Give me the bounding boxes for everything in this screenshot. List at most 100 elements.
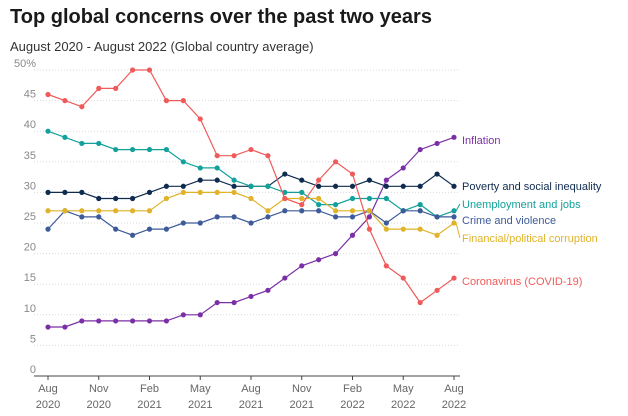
x-tick-label-year: 2021 [188,399,212,411]
data-point [113,226,119,232]
data-point [451,220,457,226]
data-point [349,232,356,238]
data-point [146,318,153,324]
data-point [197,165,203,171]
data-point [231,214,237,220]
y-tick-label: 50% [14,58,36,70]
data-point [163,318,170,324]
data-point [231,183,237,189]
data-point [451,134,457,140]
data-point [79,140,85,147]
data-point [197,189,203,195]
data-point [45,91,51,98]
data-point [180,312,186,318]
grid [34,69,460,377]
data-point [265,183,271,189]
data-point [265,208,271,214]
data-point [349,208,356,214]
chart-title: Top global concerns over the past two ye… [10,6,432,28]
x-tick-label-month: Nov [292,383,312,395]
data-point [146,67,153,73]
data-point [79,208,85,214]
x-tick-label-month: Feb [343,383,362,395]
y-tick-label: 25 [24,211,36,223]
data-point [282,208,288,214]
data-point [248,293,254,300]
data-point [180,189,186,195]
data-point [45,128,51,134]
data-point [197,177,203,183]
series-crime-and-violence [45,208,457,238]
data-point [451,214,457,220]
data-point [366,195,373,202]
x-tick-label-month: Nov [89,383,109,395]
data-point [383,177,389,183]
data-point [299,263,305,269]
data-point [79,189,85,195]
data-point [45,208,51,214]
data-point [96,85,102,91]
data-point [400,165,406,171]
series-label: Coronavirus (COVID-19) [462,276,582,288]
data-point [316,195,322,202]
series-label: Unemployment and jobs [462,199,581,211]
data-point [299,202,305,208]
data-point [180,159,186,165]
data-point [62,324,68,330]
data-point [316,257,322,263]
series-financial-political-corruption [45,189,457,238]
data-point [349,171,356,177]
data-point [316,208,322,214]
data-point [349,214,356,220]
data-point [96,208,102,214]
data-point [197,220,203,226]
data-point [231,189,237,195]
data-point [332,202,339,208]
data-point [113,85,119,91]
x-axis: Aug 2020 Nov 2020 Feb 2021 May 2021 Aug 2021 Nov 20… [36,376,466,411]
y-tick-label: 30 [24,180,36,192]
data-point [79,318,85,324]
data-point [62,189,68,195]
data-point [299,177,305,183]
data-point [197,116,203,122]
y-tick-label: 40 [24,119,36,131]
y-tick-label: 35 [24,150,36,162]
data-point [45,226,51,232]
x-tick-label-year: 2021 [290,399,314,411]
data-point [316,183,322,189]
data-point [62,208,68,214]
data-point [248,220,254,226]
series-coronavirus-covid-19 [45,67,457,306]
data-point [417,146,423,153]
data-point [62,98,68,104]
data-point [316,177,322,183]
series-inflation [45,134,457,330]
data-point [113,146,119,153]
label-leader [455,222,461,239]
y-tick-label: 20 [24,242,36,254]
data-point [163,98,170,104]
x-tick-label-year: 2021 [239,399,263,411]
data-point [129,318,136,324]
data-point [113,195,119,202]
data-point [113,208,119,214]
data-point [129,195,136,202]
x-tick-label-month: Aug [38,383,58,395]
data-point [231,299,237,306]
data-point [214,177,220,183]
data-point [129,67,136,73]
data-point [451,183,457,189]
data-point [332,251,339,257]
data-point [383,226,389,232]
data-point [96,140,102,147]
data-point [417,226,423,232]
series-label: Crime and violence [462,215,556,227]
data-point [146,226,153,232]
data-point [417,208,423,214]
x-tick-label-year: 2022 [391,399,415,411]
y-axis: 0 5 10 15 20 25 30 35 40 45 50% [14,58,36,376]
data-point [79,104,85,110]
y-tick-label: 10 [24,303,36,315]
